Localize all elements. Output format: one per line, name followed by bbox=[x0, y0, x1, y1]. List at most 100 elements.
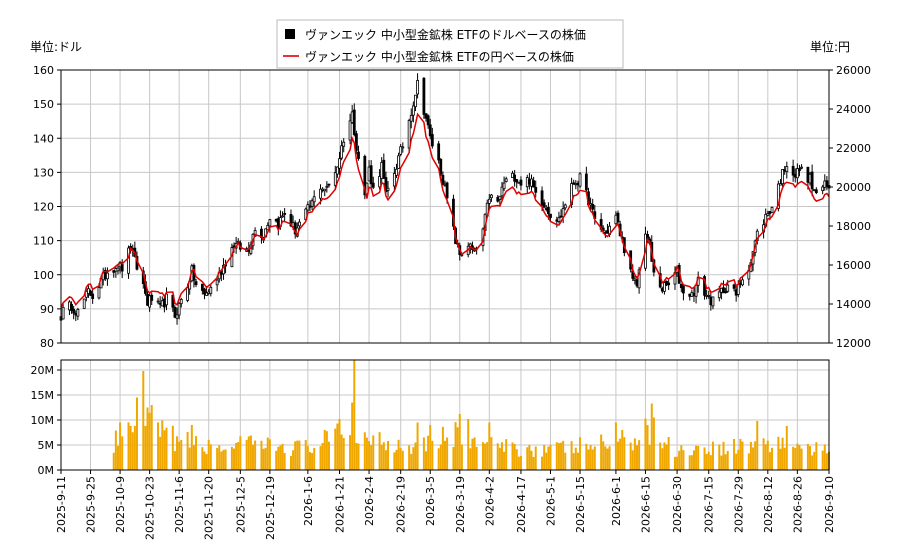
volume-bar bbox=[661, 448, 664, 470]
candlestick bbox=[504, 176, 508, 183]
yen-price-line bbox=[60, 112, 830, 308]
candle-body bbox=[542, 202, 546, 208]
candle-body bbox=[578, 173, 582, 187]
candle-body bbox=[348, 120, 352, 141]
x-tick-label: 2025-9-11 bbox=[55, 476, 68, 533]
candle-body bbox=[335, 166, 339, 175]
volume-bar bbox=[644, 418, 647, 470]
volume-bar bbox=[119, 422, 122, 470]
volume-bar bbox=[233, 448, 236, 470]
volume-bar bbox=[121, 436, 124, 470]
candle-body bbox=[544, 208, 548, 210]
candlestick bbox=[340, 140, 344, 161]
volume-tick-label: 10M bbox=[31, 414, 55, 427]
candle-body bbox=[382, 159, 386, 179]
candle-body bbox=[724, 291, 728, 294]
x-tick-label: 2026-2-4 bbox=[363, 476, 376, 526]
x-tick-label: 2026-8-26 bbox=[791, 476, 804, 533]
volume-bar bbox=[431, 440, 434, 470]
candlestick bbox=[411, 101, 415, 123]
volume-bar bbox=[629, 442, 632, 470]
x-tick-label: 2025-12-19 bbox=[264, 476, 277, 540]
candlestick bbox=[298, 218, 301, 229]
volume-bar bbox=[608, 446, 611, 470]
candle-body bbox=[397, 155, 400, 169]
volume-bar bbox=[665, 444, 668, 470]
candle-body bbox=[692, 293, 696, 296]
volume-bar bbox=[112, 452, 115, 470]
volume-bar bbox=[370, 445, 373, 470]
price-tick-label: 140 bbox=[33, 132, 54, 145]
candle-body bbox=[207, 291, 211, 294]
candlestick bbox=[724, 287, 728, 294]
candle-body bbox=[106, 272, 109, 280]
candlestick bbox=[502, 176, 506, 192]
candle-body bbox=[487, 198, 491, 204]
volume-bar bbox=[530, 450, 533, 470]
volume-bar bbox=[678, 450, 681, 470]
candlestick bbox=[532, 176, 536, 188]
price-tick-label: 150 bbox=[33, 98, 54, 111]
volume-bar bbox=[488, 422, 491, 470]
volume-bar bbox=[133, 425, 136, 470]
volume-bar bbox=[636, 445, 638, 470]
volume-bar bbox=[195, 436, 198, 470]
candlestick bbox=[200, 283, 204, 295]
candlestick bbox=[333, 165, 337, 191]
volume-bar bbox=[515, 449, 518, 470]
volume-bar bbox=[798, 444, 801, 470]
candlestick bbox=[203, 287, 206, 300]
volume-bar bbox=[239, 436, 242, 470]
candlestick bbox=[323, 188, 327, 197]
volume-bar bbox=[718, 444, 721, 470]
volume-bar bbox=[414, 442, 417, 470]
candle-body bbox=[663, 282, 666, 292]
candle-body bbox=[306, 204, 310, 211]
candle-body bbox=[452, 198, 455, 227]
volume-bar bbox=[809, 446, 812, 470]
candle-body bbox=[635, 279, 639, 287]
candle-body bbox=[513, 174, 517, 182]
volume-bar bbox=[726, 450, 729, 470]
candle-body bbox=[511, 172, 514, 178]
volume-bar bbox=[680, 445, 683, 470]
candle-body bbox=[785, 166, 789, 172]
candlestick bbox=[378, 169, 381, 190]
volume-bar bbox=[205, 454, 208, 470]
legend-yen-label: ヴァンエック 中小型金鉱株 ETFの円ベースの株価 bbox=[305, 49, 574, 64]
candlestick bbox=[665, 280, 668, 287]
candle-body bbox=[437, 143, 441, 161]
candlestick bbox=[392, 166, 396, 192]
volume-bar bbox=[720, 455, 723, 470]
candlestick bbox=[156, 297, 160, 305]
candle-body bbox=[726, 284, 730, 292]
candlestick bbox=[563, 203, 567, 211]
candlestick bbox=[72, 305, 76, 320]
candlestick bbox=[707, 290, 711, 299]
candlestick bbox=[557, 211, 561, 224]
candle-body bbox=[665, 280, 668, 286]
volume-bar bbox=[277, 446, 280, 470]
candle-body bbox=[165, 293, 168, 306]
candle-body bbox=[74, 313, 78, 316]
yen-tick-label: 20000 bbox=[836, 181, 871, 194]
volume-bar bbox=[209, 444, 212, 470]
volume-bar bbox=[593, 446, 596, 470]
candlestick bbox=[517, 181, 521, 184]
candle-body bbox=[116, 267, 120, 272]
volume-bar bbox=[338, 419, 341, 470]
candle-body bbox=[572, 182, 576, 185]
volume-bar bbox=[752, 447, 755, 470]
volume-bar bbox=[114, 430, 117, 470]
volume-bar bbox=[606, 448, 609, 470]
candle-body bbox=[357, 151, 360, 159]
volume-bar bbox=[467, 419, 470, 470]
candle-body bbox=[323, 188, 327, 192]
legend: ヴァンエック 中小型金鉱株 ETFのドルベースの株価 ヴァンエック 中小型金鉱株… bbox=[276, 19, 624, 69]
candlestick bbox=[781, 169, 784, 189]
candlestick bbox=[335, 166, 339, 178]
volume-bar bbox=[281, 443, 284, 470]
candle-body bbox=[399, 146, 403, 155]
candle-body bbox=[812, 189, 816, 191]
candle-body bbox=[194, 281, 198, 286]
